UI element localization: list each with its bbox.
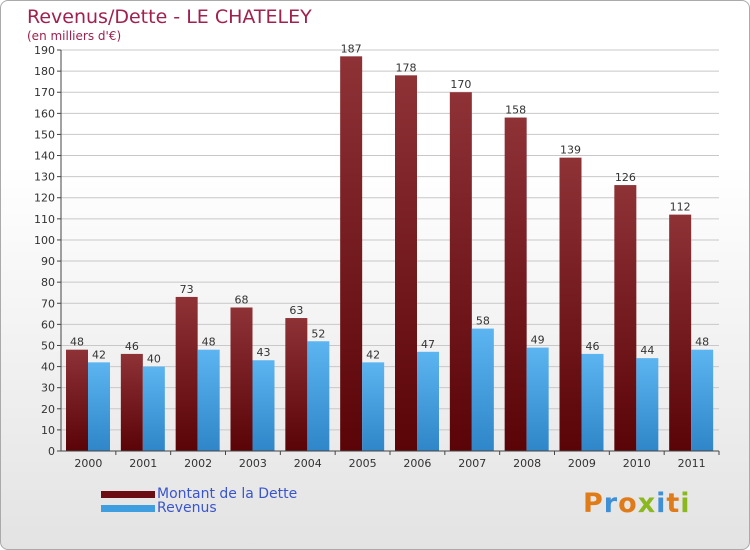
y-tick-label: 170: [34, 86, 55, 99]
data-label-revenus: 49: [531, 334, 545, 347]
data-label-dette: 63: [289, 304, 303, 317]
data-label-revenus: 42: [366, 348, 380, 361]
bar-revenus: [636, 358, 659, 451]
bar-revenus: [197, 349, 220, 451]
x-tick-label: 2008: [513, 457, 541, 470]
legend-item-revenus: Revenus: [101, 500, 297, 516]
logo-letter: o: [618, 488, 638, 519]
data-label-dette: 46: [125, 340, 139, 353]
logo-letter: r: [603, 488, 619, 519]
data-label-revenus: 43: [257, 346, 271, 359]
data-label-dette: 187: [341, 42, 362, 55]
bar-revenus: [252, 360, 275, 451]
data-label-revenus: 48: [202, 336, 216, 349]
bar-revenus: [581, 353, 604, 451]
y-tick-label: 50: [41, 339, 55, 352]
legend: Montant de la Dette Revenus: [101, 486, 298, 516]
x-tick-label: 2007: [458, 457, 486, 470]
data-label-revenus: 44: [640, 344, 654, 357]
y-tick-label: 60: [41, 318, 55, 331]
data-label-dette: 112: [670, 201, 691, 214]
logo-letter: i: [656, 488, 667, 519]
x-tick-label: 2010: [623, 457, 651, 470]
y-tick-label: 40: [41, 361, 55, 374]
logo-letter: x: [637, 488, 657, 519]
data-label-dette: 68: [235, 293, 249, 306]
x-tick-label: 2006: [403, 457, 431, 470]
y-tick-label: 150: [34, 128, 55, 141]
data-label-revenus: 40: [147, 353, 161, 366]
chart-title: Revenus/Dette - LE CHATELEY: [27, 6, 312, 28]
bar-dette: [285, 318, 308, 451]
bar-revenus: [362, 362, 385, 451]
bar-revenus: [471, 328, 494, 451]
data-label-dette: 73: [180, 283, 194, 296]
logo-letter: P: [583, 488, 604, 519]
bar-revenus: [691, 349, 714, 451]
data-label-dette: 48: [70, 336, 84, 349]
data-label-dette: 126: [615, 171, 636, 184]
data-label-revenus: 52: [311, 327, 325, 340]
data-label-dette: 158: [505, 104, 526, 117]
y-tick-label: 180: [34, 65, 55, 78]
y-tick-label: 90: [41, 255, 55, 268]
bar-dette: [230, 307, 253, 451]
y-tick-label: 30: [41, 382, 55, 395]
x-tick-label: 2004: [294, 457, 322, 470]
logo-letter: t: [666, 488, 681, 519]
bar-dette: [669, 214, 692, 451]
data-label-dette: 170: [450, 78, 471, 91]
bar-revenus: [526, 347, 549, 451]
y-tick-label: 140: [34, 150, 55, 163]
x-tick-label: 2003: [239, 457, 267, 470]
y-tick-label: 20: [41, 403, 55, 416]
bar-revenus: [88, 362, 110, 451]
chart-subtitle: (en milliers d'€): [27, 29, 122, 43]
y-tick-label: 120: [34, 192, 55, 205]
y-tick-label: 190: [34, 44, 55, 57]
y-tick-label: 10: [41, 424, 55, 437]
legend-label-revenus: Revenus: [157, 500, 217, 516]
bar-dette: [175, 296, 198, 451]
bar-dette: [504, 117, 527, 452]
x-tick-label: 2009: [568, 457, 596, 470]
data-label-dette: 178: [396, 61, 417, 74]
legend-swatch-dette: [101, 490, 155, 498]
x-tick-label: 2000: [74, 457, 102, 470]
bar-dette: [66, 349, 88, 451]
data-label-revenus: 58: [476, 315, 490, 328]
legend-label-dette: Montant de la Dette: [157, 486, 298, 502]
bar-dette: [449, 92, 472, 452]
bar-dette: [559, 157, 582, 451]
y-tick-label: 0: [48, 445, 55, 458]
x-tick-label: 2011: [678, 457, 706, 470]
bar-dette: [614, 185, 637, 452]
data-label-revenus: 47: [421, 338, 435, 351]
logo-letter: i: [680, 488, 691, 519]
data-label-revenus: 46: [586, 340, 600, 353]
data-label-revenus: 48: [695, 336, 709, 349]
bar-dette: [340, 56, 363, 452]
data-label-dette: 139: [560, 144, 581, 157]
bar-dette: [120, 353, 143, 451]
y-tick-label: 110: [34, 213, 55, 226]
y-tick-label: 130: [34, 171, 55, 184]
bar-dette: [395, 75, 417, 451]
legend-item-dette: Montant de la Dette: [101, 486, 298, 502]
legend-swatch-revenus: [101, 504, 155, 512]
bar-revenus: [417, 351, 439, 451]
y-tick-label: 80: [41, 276, 55, 289]
x-tick-label: 2002: [184, 457, 212, 470]
x-tick-label: 2005: [349, 457, 377, 470]
bar-revenus: [307, 341, 330, 451]
y-tick-label: 160: [34, 107, 55, 120]
data-label-revenus: 42: [92, 348, 106, 361]
x-tick-label: 2001: [129, 457, 157, 470]
y-tick-label: 70: [41, 297, 55, 310]
proxiti-logo: Proxiti: [583, 488, 691, 519]
bar-revenus: [142, 366, 165, 451]
y-tick-label: 100: [34, 234, 55, 247]
